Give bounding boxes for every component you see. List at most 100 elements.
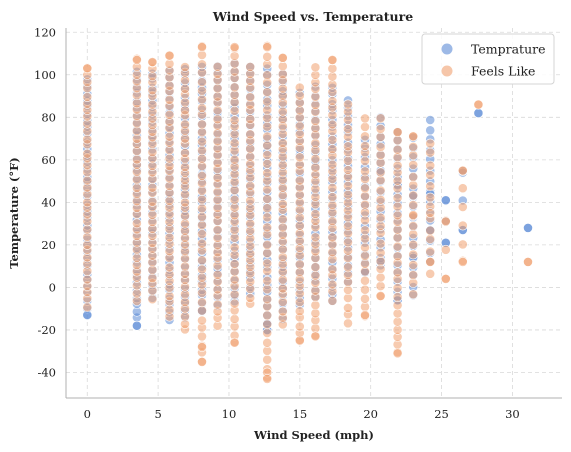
feels-like-point [197,154,206,163]
feels-like-point [393,128,402,137]
feels-like-point [230,106,239,115]
feels-like-point [230,116,239,125]
feels-like-point [263,355,272,364]
feels-like-point [83,225,92,234]
feels-like-point [360,226,369,235]
feels-like-point [278,284,287,293]
feels-like-point [197,43,206,52]
feels-like-point [311,332,320,341]
feels-like-point [165,305,174,314]
feels-like-point [278,139,287,148]
feels-like-point [278,107,287,116]
feels-like-point [311,263,320,272]
feels-like-point [132,155,141,164]
feels-like-point [409,230,418,239]
feels-like-point [197,316,206,325]
feels-like-point [376,195,385,204]
feels-like-point [197,137,206,146]
feels-like-point [197,86,206,95]
feels-like-point [376,213,385,222]
feels-like-point [360,251,369,260]
x-tick-labels: 0 5 10 15 20 25 30 [84,407,520,421]
feels-like-point [180,63,189,72]
y-tick-label: 0 [49,280,56,294]
legend-label-feels-like: Feels Like [471,64,535,79]
feels-like-point [328,55,337,64]
feels-like-point [197,239,206,248]
y-axis-title: Temperature (°F) [7,157,21,268]
feels-like-point [148,274,157,283]
feels-like-point [311,271,320,280]
feels-like-point [230,338,239,347]
feels-like-point [263,338,272,347]
temperature-point [474,109,483,118]
feels-like-point [441,217,450,226]
feels-like-point [343,156,352,165]
feels-like-point [263,71,272,80]
feels-like-point [132,55,141,64]
feels-like-point [83,149,92,158]
feels-like-point [360,200,369,209]
feels-like-point [409,132,418,141]
feels-like-point [474,100,483,109]
feels-like-point [263,213,272,222]
feels-like-point [441,245,450,254]
feels-like-point [83,176,92,185]
x-tick-label: 25 [434,407,449,421]
feels-like-point [360,132,369,141]
x-tick-label: 0 [84,407,91,421]
temperature-point [426,115,435,124]
feels-like-point [295,176,304,185]
feels-like-point [426,269,435,278]
feels-like-point [295,122,304,131]
feels-like-point [165,196,174,205]
feels-like-point [132,183,141,192]
feels-like-point [426,161,435,170]
feels-like-point [197,60,206,69]
feels-like-point [213,92,222,101]
feels-like-point [376,114,385,123]
feels-like-point [376,282,385,291]
feels-like-point [426,257,435,266]
feels-like-point [409,260,418,269]
feels-like-point [311,154,320,163]
feels-like-point [343,319,352,328]
feels-like-point [263,52,272,61]
feels-like-point [263,43,272,52]
feels-like-point [165,263,174,272]
feels-like-point [197,95,206,104]
temperature-point [132,321,141,330]
feels-like-point [83,303,92,312]
feels-like-point [343,190,352,199]
feels-like-point [343,100,352,109]
feels-like-point [295,322,304,331]
feels-like-point [376,248,385,257]
feels-like-point [328,296,337,305]
feels-like-point [409,191,418,200]
y-tick-label: -20 [37,323,56,337]
feels-like-point [165,132,174,141]
feels-like-point [278,307,287,316]
feels-like-point [165,154,174,163]
feels-like-point [343,124,352,133]
feels-like-point [165,95,174,104]
feels-like-point [230,259,239,268]
feels-like-point [278,84,287,93]
feels-like-point [426,235,435,244]
feels-like-point [197,78,206,87]
feels-like-point [180,148,189,157]
feels-like-point [360,122,369,131]
feels-like-point [426,247,435,256]
feels-like-point [295,221,304,230]
feels-like-point [165,110,174,119]
feels-like-point [426,182,435,191]
feels-like-point [230,226,239,235]
feels-like-point [393,301,402,310]
y-tick-labels: -40-20020406080100120 [34,25,56,379]
feels-like-point [328,145,337,154]
feels-like-point [230,83,239,92]
x-tick-label: 30 [505,407,520,421]
feels-like-point [328,201,337,210]
feels-like-point [328,192,337,201]
feels-like-point [328,233,337,242]
